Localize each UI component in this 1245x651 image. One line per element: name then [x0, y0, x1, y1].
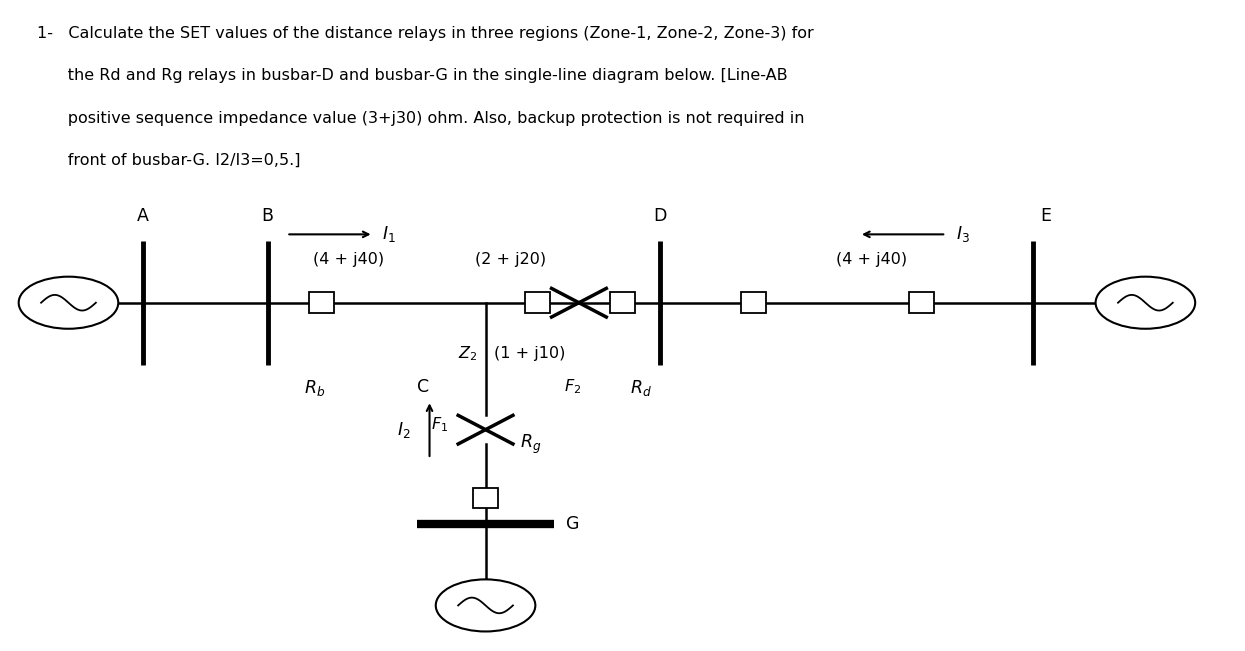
- Bar: [309, 292, 334, 313]
- Text: $R_b$: $R_b$: [304, 378, 326, 398]
- Circle shape: [19, 277, 118, 329]
- Text: $F_2$: $F_2$: [564, 378, 581, 396]
- Text: (2 + j20): (2 + j20): [474, 252, 547, 267]
- Circle shape: [1096, 277, 1195, 329]
- Text: 1-   Calculate the SET values of the distance relays in three regions (Zone-1, Z: 1- Calculate the SET values of the dista…: [37, 26, 814, 41]
- Text: C: C: [417, 378, 430, 396]
- Text: $R_g$: $R_g$: [520, 433, 542, 456]
- Bar: [741, 292, 766, 313]
- Text: $R_d$: $R_d$: [630, 378, 652, 398]
- Text: (1 + j10): (1 + j10): [494, 346, 565, 361]
- Text: front of busbar-G. I2/I3=0,5.]: front of busbar-G. I2/I3=0,5.]: [37, 153, 301, 168]
- Text: A: A: [137, 206, 149, 225]
- Text: $F_1$: $F_1$: [431, 415, 448, 434]
- Text: the Rd and Rg relays in busbar-D and busbar-G in the single-line diagram below. : the Rd and Rg relays in busbar-D and bus…: [37, 68, 788, 83]
- Text: B: B: [261, 206, 274, 225]
- Text: $Z_2$: $Z_2$: [458, 344, 477, 363]
- Bar: [525, 292, 550, 313]
- Circle shape: [436, 579, 535, 631]
- Text: positive sequence impedance value (3+j30) ohm. Also, backup protection is not re: positive sequence impedance value (3+j30…: [37, 111, 804, 126]
- Bar: [610, 292, 635, 313]
- Text: $I_3$: $I_3$: [956, 225, 970, 244]
- Text: (4 + j40): (4 + j40): [835, 252, 908, 267]
- Bar: [473, 488, 498, 508]
- Bar: [909, 292, 934, 313]
- Text: (4 + j40): (4 + j40): [312, 252, 385, 267]
- Text: E: E: [1041, 206, 1051, 225]
- Text: G: G: [566, 515, 580, 533]
- Text: D: D: [654, 206, 666, 225]
- Text: $I_2$: $I_2$: [397, 420, 411, 439]
- Text: $I_1$: $I_1$: [382, 225, 396, 244]
